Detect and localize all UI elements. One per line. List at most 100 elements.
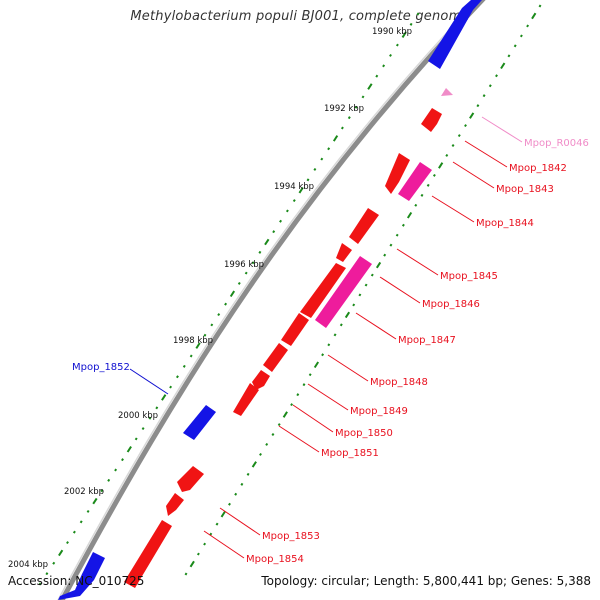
- gc-dot: [340, 126, 344, 130]
- gc-dot: [538, 4, 542, 8]
- gc-dot: [495, 74, 498, 78]
- kbp-label: 2000 kbp: [118, 411, 158, 421]
- gc-dot: [155, 406, 159, 410]
- gene-label[interactable]: Mpop_1852: [72, 362, 130, 373]
- gene-mpop-1844[interactable]: [349, 208, 379, 244]
- gene-mpop-1842[interactable]: [421, 108, 442, 132]
- gc-dot: [352, 303, 356, 307]
- gc-dot: [469, 112, 475, 119]
- gene-mpop-1841[interactable]: [428, 0, 482, 69]
- gene-mpop-1852[interactable]: [183, 405, 216, 440]
- gc-dot: [401, 223, 405, 227]
- gc-dot: [500, 62, 506, 70]
- gene-label[interactable]: Mpop_1848: [370, 377, 428, 388]
- gene-label[interactable]: Mpop_1853: [262, 531, 320, 542]
- gc-dot: [389, 53, 392, 57]
- gene-label[interactable]: Mpop_1849: [350, 406, 408, 417]
- gc-dot: [416, 12, 420, 16]
- map-title: Methylobacterium populi BJ001, complete …: [130, 9, 470, 24]
- gc-dot: [251, 261, 255, 265]
- gene-label[interactable]: Mpop_1850: [335, 428, 393, 439]
- gc-dot: [367, 83, 373, 90]
- gc-dot: [272, 230, 276, 234]
- gc-dot: [298, 186, 304, 194]
- gc-dot: [258, 250, 262, 254]
- gc-dot: [292, 199, 296, 203]
- gene-mpop-1849[interactable]: [252, 370, 270, 390]
- gene-mpop-1850[interactable]: [233, 383, 259, 416]
- gene-pink-1843[interactable]: [398, 162, 432, 201]
- gene-label[interactable]: Mpop_1854: [246, 554, 304, 565]
- gc-dot: [451, 144, 455, 147]
- genome-summary: Topology: circular; Length: 5,800,441 bp…: [261, 574, 591, 588]
- gc-dot: [277, 423, 281, 427]
- gc-dot: [58, 549, 64, 557]
- gene-label[interactable]: Mpop_1843: [496, 184, 554, 195]
- gc-dot: [531, 12, 537, 20]
- gc-dot: [375, 74, 379, 78]
- gc-dot: [414, 203, 418, 207]
- kbp-label: 1996 kbp: [224, 260, 264, 270]
- gene-label[interactable]: Mpop_1842: [509, 163, 567, 174]
- leader-line: [327, 354, 369, 382]
- gene-mpop-1847[interactable]: [281, 313, 309, 346]
- gc-dot: [237, 281, 241, 285]
- gc-dot: [52, 561, 56, 565]
- gc-dot: [220, 510, 226, 518]
- gene-mpop-1848[interactable]: [263, 343, 288, 372]
- leader-line: [464, 140, 508, 168]
- gc-dot: [457, 134, 461, 138]
- gc-dot: [169, 385, 173, 389]
- kbp-label: 2004 kbp: [8, 560, 48, 570]
- gene-mpop-1846[interactable]: [300, 263, 346, 318]
- gc-dot: [196, 552, 200, 556]
- gene-label[interactable]: Mpop_1846: [422, 299, 480, 310]
- gene-label[interactable]: Mpop_1845: [440, 271, 498, 282]
- gc-dot: [389, 243, 393, 247]
- gc-dot: [426, 183, 430, 187]
- gene-mpop-1854[interactable]: [124, 520, 172, 588]
- gene-mpop-1853[interactable]: [177, 466, 204, 492]
- gene-label[interactable]: Mpop_R0046: [524, 138, 589, 149]
- gc-dot: [364, 283, 368, 287]
- gc-dot: [395, 233, 399, 237]
- gene-label[interactable]: Mpop_1851: [321, 448, 379, 459]
- leader-line: [396, 248, 439, 276]
- gc-dot: [321, 353, 325, 357]
- gc-dot: [361, 95, 365, 99]
- gene-pink-1846[interactable]: [315, 256, 372, 328]
- gc-dot: [333, 333, 337, 337]
- gene-mpop-1843[interactable]: [385, 153, 410, 194]
- gc-dot: [224, 302, 228, 306]
- gc-dot: [45, 572, 49, 576]
- gc-dot: [282, 411, 288, 418]
- forward-strand-genes: [58, 0, 482, 600]
- gc-dot: [265, 442, 269, 446]
- kbp-scale: 1990 kbp 1992 kbp 1994 kbp 1996 kbp 1998…: [8, 27, 412, 570]
- gc-dot: [184, 572, 188, 576]
- gc-dot: [302, 383, 306, 387]
- gene-label[interactable]: Mpop_1844: [476, 218, 534, 229]
- leader-line: [129, 368, 169, 395]
- leader-line: [307, 383, 349, 411]
- kbp-label: 1994 kbp: [274, 182, 314, 192]
- gene-mpop-1855[interactable]: [58, 552, 105, 600]
- gc-dot: [215, 522, 219, 526]
- gene-label[interactable]: Mpop_1847: [398, 335, 456, 346]
- gc-dot: [519, 34, 523, 38]
- gc-dot: [134, 437, 138, 441]
- gc-dot: [438, 162, 444, 169]
- gc-dot: [344, 311, 351, 319]
- gc-dot: [86, 509, 90, 513]
- gene-mpop-1845[interactable]: [336, 243, 352, 262]
- leader-line: [219, 507, 261, 536]
- gene-mpop-r0046[interactable]: [441, 88, 453, 96]
- gc-dot: [395, 43, 399, 47]
- gc-dot: [234, 492, 238, 496]
- gc-dot: [107, 478, 111, 482]
- gene-mpop-1854a[interactable]: [166, 493, 184, 516]
- gc-dot: [526, 24, 530, 28]
- gc-dot: [339, 323, 343, 327]
- gc-dot: [182, 364, 186, 368]
